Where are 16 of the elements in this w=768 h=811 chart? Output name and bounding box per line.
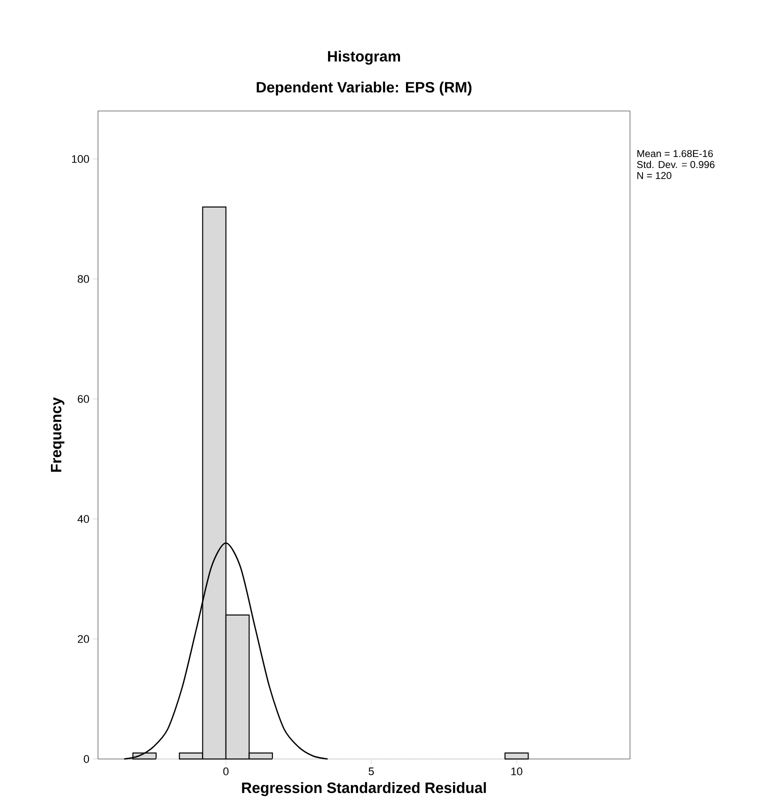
y-tick-label: 40 (78, 515, 90, 523)
y-tick-label: 100 (72, 155, 90, 163)
x-tick-label: 5 (368, 768, 374, 776)
y-tick-label: 20 (78, 635, 90, 643)
text: N = 120 (637, 172, 672, 180)
y-tick-label: 60 (78, 395, 90, 403)
chart-subtitle: Dependent Variable: EPS (RM) (256, 82, 472, 96)
x-tick-label: 0 (223, 768, 229, 776)
x-tick-label: 10 (511, 768, 522, 776)
text: Std. Dev. = 0.996 (637, 160, 715, 168)
y-axis-title: Frequency (50, 397, 64, 472)
y-tick-label: 80 (78, 275, 90, 283)
x-axis-title: Regression Standardized Residual (242, 782, 486, 796)
y-tick-label: 0 (84, 755, 90, 763)
chart-title: Histogram (328, 50, 400, 65)
text: Mean = 1.68E-16 (637, 150, 713, 158)
